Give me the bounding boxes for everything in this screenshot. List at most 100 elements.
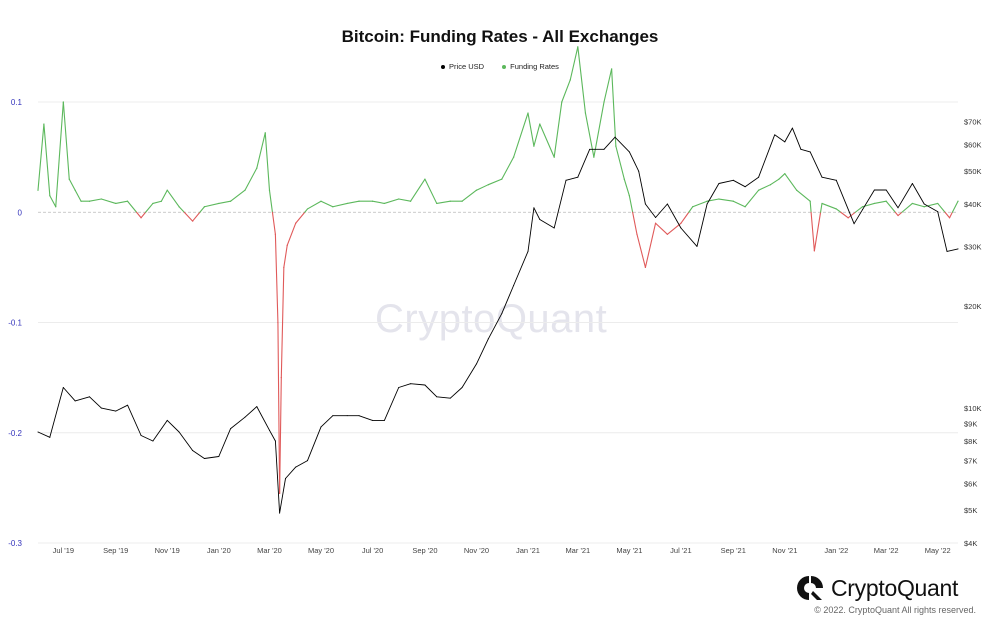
brand-name: CryptoQuant [831,574,959,601]
funding-rate-segment [461,189,478,202]
price-usd-point [178,431,180,433]
x-tick-label: Sep '21 [721,546,746,555]
funding-rate-point [513,156,515,158]
funding-rate-segment [136,211,142,219]
funding-rate-point [885,200,887,202]
left-axis-ticks: 0.1 0 -0.1 -0.2 -0.3 [8,98,22,548]
funding-rate-point [160,200,162,202]
price-usd-point [862,209,864,211]
funding-rate-point [398,198,400,200]
right-tick-label: $8K [964,437,977,446]
funding-rate-point [487,184,489,186]
funding-rate-segment [346,200,360,204]
funding-rate-point [533,145,535,147]
price-usd-point [937,211,939,213]
funding-rate-segment [533,123,541,147]
funding-rate-point [306,208,309,210]
right-tick-label: $40K [964,200,982,209]
funding-rate-segment [487,178,503,186]
price-usd-point [533,207,535,209]
legend-label-funding: Funding Rates [510,62,559,71]
funding-rate-segment [615,145,625,180]
funding-rate-point [37,189,39,191]
price-usd-point [424,384,426,386]
funding-rate-segment [279,377,282,494]
price-usd-point [957,248,959,250]
funding-rate-point [821,202,823,205]
left-tick-label: -0.3 [8,539,22,548]
right-tick-label: $9K [964,420,977,429]
legend-marker-funding [502,65,507,70]
funding-rate-segment [371,200,385,204]
price-usd-point [923,203,925,205]
price-usd-point [539,219,541,221]
funding-rate-point [937,202,939,205]
funding-rate-point [268,189,271,191]
right-tick-label: $60K [964,140,982,149]
funding-rate-point [778,178,780,180]
legend-item-funding[interactable]: Funding Rates [502,62,559,71]
x-tick-label: May '22 [925,546,951,555]
funding-rate-segment [820,202,823,213]
funding-rate-segment [68,178,76,191]
funding-rate-point [152,202,154,205]
price-usd-point [732,179,734,181]
funding-rate-segment [561,79,571,103]
price-usd-point [873,189,875,191]
price-usd-point [655,217,657,219]
funding-rate-point [758,189,760,191]
funding-rate-segment [644,222,657,268]
funding-rate-point [796,189,798,191]
funding-rate-segment [145,202,154,213]
funding-rate-segment [897,211,903,217]
funding-rate-segment [569,46,579,81]
x-tick-label: Sep '19 [103,546,128,555]
funding-rate-segment [813,211,822,252]
legend-item-price[interactable]: Price USD [441,62,484,71]
funding-rate-segment [901,202,913,213]
funding-rate-segment [55,101,64,208]
price-usd-point [244,416,246,418]
right-tick-label: $6K [964,479,977,488]
price-usd-point [644,203,646,205]
x-tick-label: Jul '19 [53,546,74,555]
funding-rate-point [923,206,925,208]
x-tick-label: Jan '22 [824,546,848,555]
funding-rate-point [897,214,899,217]
funding-rate-segment [810,211,815,252]
funding-rate-segment [732,200,746,208]
funding-rate-segment [611,68,617,147]
funding-rate-segment [513,112,529,158]
funding-rate-point [628,195,630,197]
funding-rate-point [449,200,451,202]
price-usd-point [306,460,308,462]
funding-rate-segment [286,222,297,246]
funding-rate-segment [553,101,563,158]
funding-rate-point [501,178,503,180]
funding-rate-point [346,202,348,205]
x-tick-label: Jan '20 [207,546,231,555]
funding-rate-point [911,202,913,205]
funding-rate-point [553,156,555,158]
price-usd-point [436,396,438,398]
funding-rate-point [539,123,541,125]
left-tick-label: -0.1 [8,319,22,328]
price-usd-point [192,449,194,451]
price-usd-point [589,148,591,150]
funding-rate-point [115,202,117,205]
funding-rate-segment [666,222,682,235]
funding-rate-point [744,206,746,208]
funding-rate-segment [944,211,951,219]
funding-rate-segment [840,211,849,219]
price-usd-point [821,176,823,178]
chart-title: Bitcoin: Funding Rates - All Exchanges [341,27,659,46]
funding-rate-segment [951,200,959,213]
funding-rate-point [561,101,563,103]
right-tick-label: $10K [964,404,982,413]
funding-rate-segment [885,200,896,213]
right-tick-label: $30K [964,242,982,251]
funding-rate-point [718,198,720,200]
price-usd-point [800,148,802,150]
price-usd-point [718,182,720,184]
